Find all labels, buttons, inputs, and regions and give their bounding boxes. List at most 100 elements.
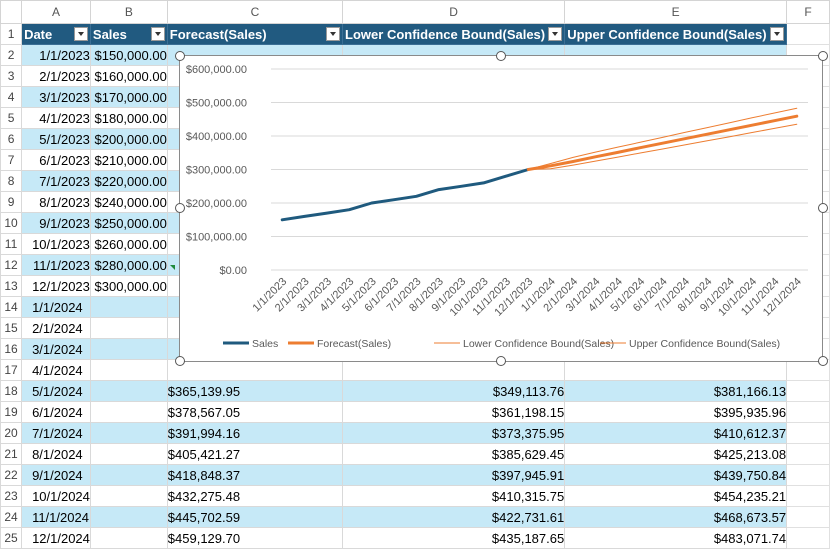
sales-cell[interactable] bbox=[89, 296, 168, 318]
date-cell[interactable]: 9/1/2023 bbox=[21, 212, 91, 234]
filter-dropdown-icon[interactable] bbox=[770, 27, 785, 41]
upper-bound-cell[interactable]: $483,071.74 bbox=[564, 527, 788, 549]
date-cell[interactable]: 3/1/2024 bbox=[21, 338, 91, 360]
lower-bound-cell[interactable]: $435,187.65 bbox=[342, 527, 566, 549]
date-cell[interactable]: 8/1/2024 bbox=[21, 443, 91, 465]
date-cell[interactable]: 5/1/2023 bbox=[21, 128, 91, 150]
date-cell[interactable]: 10/1/2023 bbox=[21, 233, 91, 255]
resize-handle[interactable] bbox=[496, 356, 506, 366]
column-header[interactable]: E bbox=[564, 0, 788, 24]
resize-handle[interactable] bbox=[818, 356, 828, 366]
sales-cell[interactable]: $160,000.00 bbox=[89, 65, 168, 87]
row-header[interactable]: 3 bbox=[0, 65, 23, 87]
date-cell[interactable]: 4/1/2023 bbox=[21, 107, 91, 129]
sales-cell[interactable] bbox=[89, 527, 168, 549]
column-header[interactable]: C bbox=[166, 0, 344, 24]
sales-cell[interactable] bbox=[89, 401, 168, 423]
forecast-cell[interactable]: $378,567.05 bbox=[166, 401, 344, 423]
empty-cell[interactable] bbox=[786, 527, 830, 549]
row-header[interactable]: 2 bbox=[0, 44, 23, 66]
row-header[interactable]: 5 bbox=[0, 107, 23, 129]
sales-cell[interactable] bbox=[89, 443, 168, 465]
row-header[interactable]: 21 bbox=[0, 443, 23, 465]
row-header[interactable]: 10 bbox=[0, 212, 23, 234]
row-header[interactable]: 19 bbox=[0, 401, 23, 423]
header-forecast[interactable]: Forecast(Sales) bbox=[166, 23, 344, 45]
date-cell[interactable]: 12/1/2024 bbox=[21, 527, 91, 549]
sales-cell[interactable]: $250,000.00 bbox=[89, 212, 168, 234]
resize-handle[interactable] bbox=[496, 51, 506, 61]
upper-bound-cell[interactable]: $425,213.08 bbox=[564, 443, 788, 465]
forecast-cell[interactable]: $391,994.16 bbox=[166, 422, 344, 444]
date-cell[interactable]: 7/1/2024 bbox=[21, 422, 91, 444]
header-lower-bound[interactable]: Lower Confidence Bound(Sales) bbox=[342, 23, 566, 45]
row-header[interactable]: 6 bbox=[0, 128, 23, 150]
date-cell[interactable]: 1/1/2023 bbox=[21, 44, 91, 66]
resize-handle[interactable] bbox=[818, 203, 828, 213]
lower-bound-cell[interactable]: $373,375.95 bbox=[342, 422, 566, 444]
resize-handle[interactable] bbox=[175, 203, 185, 213]
empty-cell[interactable] bbox=[786, 485, 830, 507]
forecast-cell[interactable]: $365,139.95 bbox=[166, 380, 344, 402]
date-cell[interactable]: 6/1/2024 bbox=[21, 401, 91, 423]
date-cell[interactable]: 12/1/2023 bbox=[21, 275, 91, 297]
row-header[interactable]: 8 bbox=[0, 170, 23, 192]
row-header[interactable]: 17 bbox=[0, 359, 23, 381]
lower-bound-cell[interactable]: $349,113.76 bbox=[342, 380, 566, 402]
forecast-cell[interactable]: $405,421.27 bbox=[166, 443, 344, 465]
lower-bound-cell[interactable]: $385,629.45 bbox=[342, 443, 566, 465]
column-header[interactable]: F bbox=[786, 0, 830, 24]
column-header[interactable]: B bbox=[89, 0, 168, 24]
sales-cell[interactable]: $210,000.00 bbox=[89, 149, 168, 171]
lower-bound-cell[interactable]: $410,315.75 bbox=[342, 485, 566, 507]
upper-bound-cell[interactable]: $468,673.57 bbox=[564, 506, 788, 528]
sales-cell[interactable] bbox=[89, 359, 168, 381]
row-header[interactable]: 12 bbox=[0, 254, 23, 276]
date-cell[interactable]: 1/1/2024 bbox=[21, 296, 91, 318]
sales-cell[interactable]: $180,000.00 bbox=[89, 107, 168, 129]
empty-cell[interactable] bbox=[786, 506, 830, 528]
upper-bound-cell[interactable]: $410,612.37 bbox=[564, 422, 788, 444]
resize-handle[interactable] bbox=[175, 51, 185, 61]
date-cell[interactable]: 4/1/2024 bbox=[21, 359, 91, 381]
sales-cell[interactable] bbox=[89, 380, 168, 402]
sales-cell[interactable]: $200,000.00 bbox=[89, 128, 168, 150]
row-header[interactable]: 7 bbox=[0, 149, 23, 171]
sales-cell[interactable] bbox=[89, 317, 168, 339]
forecast-cell[interactable]: $432,275.48 bbox=[166, 485, 344, 507]
date-cell[interactable]: 6/1/2023 bbox=[21, 149, 91, 171]
lower-bound-cell[interactable]: $361,198.15 bbox=[342, 401, 566, 423]
empty-cell[interactable] bbox=[786, 23, 830, 45]
date-cell[interactable]: 10/1/2024 bbox=[21, 485, 91, 507]
upper-bound-cell[interactable]: $395,935.96 bbox=[564, 401, 788, 423]
column-header[interactable]: D bbox=[342, 0, 566, 24]
forecast-cell[interactable]: $445,702.59 bbox=[166, 506, 344, 528]
header-upper-bound[interactable]: Upper Confidence Bound(Sales) bbox=[564, 23, 788, 45]
header-date[interactable]: Date bbox=[21, 23, 91, 45]
row-header[interactable]: 11 bbox=[0, 233, 23, 255]
row-header[interactable]: 15 bbox=[0, 317, 23, 339]
row-header[interactable]: 1 bbox=[0, 23, 23, 45]
date-cell[interactable]: 2/1/2024 bbox=[21, 317, 91, 339]
row-header[interactable]: 14 bbox=[0, 296, 23, 318]
date-cell[interactable]: 11/1/2023 bbox=[21, 254, 91, 276]
upper-bound-cell[interactable]: $454,235.21 bbox=[564, 485, 788, 507]
sales-cell[interactable]: $220,000.00 bbox=[89, 170, 168, 192]
row-header[interactable]: 23 bbox=[0, 485, 23, 507]
date-cell[interactable]: 2/1/2023 bbox=[21, 65, 91, 87]
upper-bound-cell[interactable]: $439,750.84 bbox=[564, 464, 788, 486]
lower-bound-cell[interactable]: $422,731.61 bbox=[342, 506, 566, 528]
empty-cell[interactable] bbox=[786, 422, 830, 444]
date-cell[interactable]: 11/1/2024 bbox=[21, 506, 91, 528]
sales-cell[interactable] bbox=[89, 338, 168, 360]
row-header[interactable]: 22 bbox=[0, 464, 23, 486]
row-header[interactable]: 4 bbox=[0, 86, 23, 108]
sales-cell[interactable] bbox=[89, 422, 168, 444]
select-all-corner[interactable] bbox=[0, 0, 23, 24]
column-header[interactable]: A bbox=[21, 0, 91, 24]
row-header[interactable]: 20 bbox=[0, 422, 23, 444]
filter-dropdown-icon[interactable] bbox=[548, 27, 563, 41]
row-header[interactable]: 13 bbox=[0, 275, 23, 297]
date-cell[interactable]: 8/1/2023 bbox=[21, 191, 91, 213]
row-header[interactable]: 9 bbox=[0, 191, 23, 213]
